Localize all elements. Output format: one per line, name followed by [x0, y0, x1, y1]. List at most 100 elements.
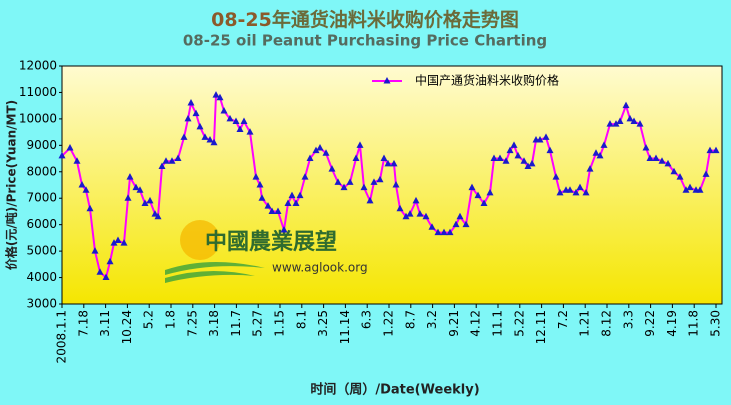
data-marker: [440, 228, 448, 236]
data-marker: [316, 143, 324, 151]
data-marker: [434, 228, 442, 236]
data-marker: [236, 125, 244, 132]
data-marker: [520, 157, 528, 164]
data-marker: [480, 199, 488, 207]
data-marker: [96, 268, 104, 275]
data-marker: [702, 170, 710, 177]
data-marker: [106, 257, 114, 265]
data-marker: [151, 210, 159, 217]
data-marker: [428, 223, 436, 230]
data-marker: [412, 196, 420, 204]
data-marker: [180, 133, 188, 140]
data-marker: [642, 143, 650, 151]
y-axis-label: 价格(元/吨)/Price(Yuan/MT): [4, 100, 19, 270]
x-tick-label: 9.21: [447, 310, 461, 337]
data-marker: [576, 183, 584, 191]
x-tick-label: 3.3: [621, 310, 635, 329]
x-tick-label: 7.18: [76, 310, 90, 337]
x-tick-label: 5.2: [142, 310, 156, 329]
data-marker: [490, 154, 498, 162]
x-tick-label: 5.30: [709, 310, 723, 337]
data-marker: [582, 188, 590, 196]
data-marker: [566, 186, 574, 193]
x-tick-label: 11.14: [338, 310, 352, 344]
x-tick-label: 9.22: [643, 310, 657, 337]
y-tick-label: 4000: [26, 270, 57, 284]
y-tick-label: 6000: [26, 217, 57, 231]
x-tick-label: 11.1: [491, 310, 505, 337]
x-tick-label: 7.2: [556, 310, 570, 329]
data-marker: [66, 143, 74, 151]
data-marker: [652, 154, 660, 162]
data-marker: [322, 149, 330, 156]
y-tick-label: 8000: [26, 164, 57, 178]
legend-marker: [383, 77, 391, 84]
data-marker: [686, 183, 694, 191]
data-marker: [380, 154, 388, 162]
data-marker: [366, 196, 374, 204]
data-marker: [556, 188, 564, 196]
data-marker: [506, 146, 514, 154]
data-marker: [612, 120, 620, 127]
data-marker: [306, 154, 314, 162]
x-tick-label: 11.8: [687, 310, 701, 337]
data-marker: [146, 196, 154, 204]
data-marker: [91, 247, 99, 254]
data-marker: [73, 157, 81, 164]
data-marker: [102, 273, 110, 281]
data-marker: [496, 154, 504, 162]
x-tick-label: 4.12: [469, 310, 483, 337]
data-marker: [346, 178, 354, 185]
data-marker: [258, 194, 266, 201]
data-marker: [474, 191, 482, 199]
data-marker: [132, 183, 140, 191]
x-tick-label: 10.24: [120, 310, 134, 344]
data-marker: [452, 220, 460, 228]
data-marker: [626, 114, 634, 122]
data-marker: [288, 191, 296, 199]
data-marker: [196, 122, 204, 130]
y-tick-label: 10000: [19, 111, 57, 125]
x-tick-label: 1.21: [578, 310, 592, 337]
data-marker: [328, 165, 336, 172]
x-tick-label: 6.3: [360, 310, 374, 329]
y-tick-label: 12000: [19, 59, 57, 73]
chart-title: 08-25年通货油料米收购价格走势图: [211, 8, 519, 31]
data-marker: [220, 106, 228, 114]
data-marker: [268, 207, 276, 214]
data-marker: [192, 109, 200, 117]
x-tick-label: 1.15: [273, 310, 287, 337]
data-marker: [141, 199, 149, 207]
data-marker: [646, 154, 654, 162]
data-marker: [528, 159, 536, 167]
x-tick-label: 1.8: [164, 310, 178, 329]
data-marker: [280, 225, 288, 233]
x-tick-label: 5.27: [251, 310, 265, 337]
data-marker: [292, 199, 300, 207]
y-tick-label: 7000: [26, 191, 57, 205]
data-marker: [524, 162, 532, 169]
data-marker: [402, 212, 410, 220]
data-marker: [630, 117, 638, 125]
data-marker: [296, 191, 304, 199]
data-marker: [168, 157, 176, 164]
x-tick-label: 3.11: [98, 310, 112, 337]
data-marker: [462, 220, 470, 228]
data-marker: [256, 181, 264, 188]
y-tick-label: 11000: [19, 85, 57, 99]
x-tick-label: 2008.1.1: [55, 310, 69, 363]
data-marker: [124, 194, 132, 201]
data-marker: [360, 183, 368, 191]
data-marker: [232, 117, 240, 125]
data-marker: [596, 151, 604, 159]
data-marker: [352, 154, 360, 162]
data-marker: [636, 120, 644, 127]
x-tick-label: 3.25: [316, 310, 330, 337]
data-marker: [456, 212, 464, 220]
data-marker: [110, 239, 118, 246]
data-marker: [301, 173, 309, 180]
chart-subtitle: 08-25 oil Peanut Purchasing Price Charti…: [183, 32, 547, 50]
x-tick-label: 1.22: [382, 310, 396, 337]
data-marker: [606, 120, 614, 127]
data-marker: [706, 146, 714, 154]
